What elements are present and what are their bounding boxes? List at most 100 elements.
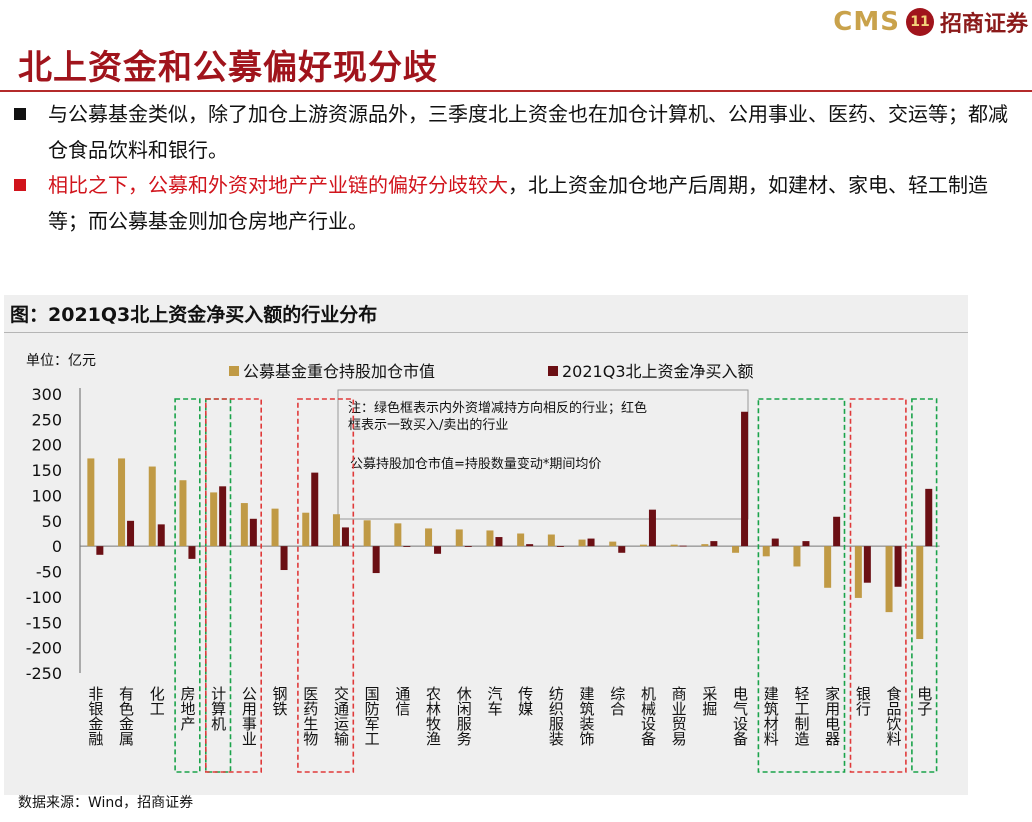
bar-northbound [618, 546, 626, 553]
chart-title-divider [4, 332, 968, 333]
red-highlight-box [297, 398, 355, 773]
category-label: 商业贸易 [670, 686, 688, 746]
legend-swatch [548, 366, 558, 376]
bar-fund [762, 546, 770, 557]
bar-northbound [526, 544, 534, 547]
y-unit-label: 单位：亿元 [26, 353, 96, 369]
bar-fund [240, 503, 248, 547]
y-tick-label: 300 [31, 385, 62, 404]
bar-fund [609, 541, 617, 547]
category-label: 有色金属 [117, 686, 135, 746]
bar-fund [302, 512, 310, 547]
legend-label: 2021Q3北上资金净买入额 [562, 362, 754, 381]
legend-swatch [229, 366, 239, 376]
y-tick-label: 100 [31, 486, 62, 505]
y-tick-label: 250 [31, 410, 62, 429]
bar-fund [824, 546, 832, 588]
category-label: 国防军工 [363, 686, 381, 746]
bar-fund [670, 544, 678, 547]
category-label: 农林牧渔 [424, 686, 442, 746]
bar-fund [148, 466, 156, 547]
category-label: 化工 [148, 686, 166, 716]
category-label: 家用电器 [823, 686, 841, 746]
bar-fund [701, 544, 709, 547]
bar-fund [639, 544, 647, 547]
category-label: 机械设备 [639, 686, 657, 746]
bar-northbound [894, 546, 902, 587]
y-tick-label: 50 [42, 512, 62, 531]
category-label: 纺织服装 [547, 686, 565, 746]
bar-northbound [127, 520, 135, 547]
category-label: 钢铁 [271, 686, 289, 716]
bullet-2-highlight: 相比之下，公募和外资对地产产业链的偏好分歧较大 [48, 173, 508, 197]
bullet-2-rest: ，北上资金加仓地产后周期，如建材、家电、轻工制造等；而公募基金则加仓房地产行业。 [48, 173, 988, 233]
category-label: 电气设备 [731, 686, 749, 746]
bar-northbound [280, 546, 288, 571]
bullet-1-text: 与公募基金类似，除了加仓上游资源品外，三季度北上资金也在加仓计算机、公用事业、医… [48, 102, 1008, 162]
bullet-2: 相比之下，公募和外资对地产产业链的偏好分歧较大，北上资金加仓地产后周期，如建材、… [14, 167, 1014, 239]
bar-northbound [587, 538, 595, 547]
bar-northbound [157, 524, 165, 547]
title-divider [0, 90, 1032, 92]
bar-fund [425, 528, 433, 547]
bar-fund [118, 458, 126, 547]
green-highlight-box [174, 398, 201, 773]
legend-label: 公募基金重仓持股加仓市值 [243, 362, 435, 381]
category-label: 休闲服务 [455, 686, 473, 747]
red-highlight-box [849, 398, 907, 773]
bar-fund [547, 534, 555, 547]
category-label: 交通运输 [332, 685, 350, 746]
category-label: 非银金融 [86, 686, 104, 746]
bar-northbound [96, 546, 104, 555]
bar-northbound [464, 546, 472, 547]
bar-northbound [372, 546, 380, 574]
bar-northbound [556, 546, 564, 547]
bar-fund [179, 480, 187, 547]
bar-northbound [925, 488, 933, 547]
category-label: 轻工制造 [792, 686, 810, 747]
bar-fund [885, 546, 893, 613]
bar-northbound [495, 537, 503, 547]
category-label: 计算机 [209, 686, 227, 732]
logo-badge-icon: 11 [905, 8, 934, 36]
y-tick-label: -250 [26, 664, 62, 683]
bar-northbound [341, 527, 349, 547]
bar-northbound [403, 546, 411, 547]
bar-fund [854, 546, 862, 598]
bullet-2-text: 相比之下，公募和外资对地产产业链的偏好分歧较大，北上资金加仓地产后周期，如建材、… [48, 167, 1014, 239]
bar-northbound [741, 411, 749, 547]
bar-northbound [679, 545, 687, 547]
annotation-formula: 公募持股加仓市值=持股数量变动*期间均价 [350, 456, 601, 472]
red-highlight-box [205, 398, 263, 773]
category-label: 医药生物 [301, 686, 319, 747]
bar-fund [486, 530, 494, 547]
category-label: 建筑装饰 [578, 686, 596, 746]
green-highlight-box [757, 398, 846, 773]
category-label: 房地产 [178, 686, 196, 731]
category-label: 综合 [608, 686, 626, 716]
category-label: 食品饮料 [885, 686, 903, 746]
bar-northbound [802, 541, 810, 547]
bar-fund [793, 546, 801, 567]
bar-fund [332, 514, 340, 547]
bar-northbound [771, 538, 779, 547]
bar-northbound [434, 546, 442, 554]
bar-fund [517, 533, 525, 547]
bar-fund [455, 529, 463, 547]
logo-cms-text: CMS [833, 7, 900, 37]
slide-title: 北上资金和公募偏好现分歧 [18, 48, 438, 88]
category-label: 通信 [393, 686, 411, 716]
bar-northbound [249, 518, 257, 547]
bar-northbound [833, 516, 841, 547]
y-tick-label: 150 [31, 461, 62, 480]
bar-northbound [648, 509, 656, 547]
data-source: 数据来源：Wind，招商证券 [18, 795, 194, 811]
chart-title: 图：2021Q3北上资金净买入额的行业分布 [10, 304, 378, 326]
bar-fund [578, 539, 586, 547]
bar-northbound [311, 472, 319, 547]
y-tick-label: -50 [36, 563, 62, 582]
bullet-square-icon [14, 108, 26, 120]
category-label: 公用事业 [240, 686, 258, 746]
bar-northbound [863, 546, 871, 583]
